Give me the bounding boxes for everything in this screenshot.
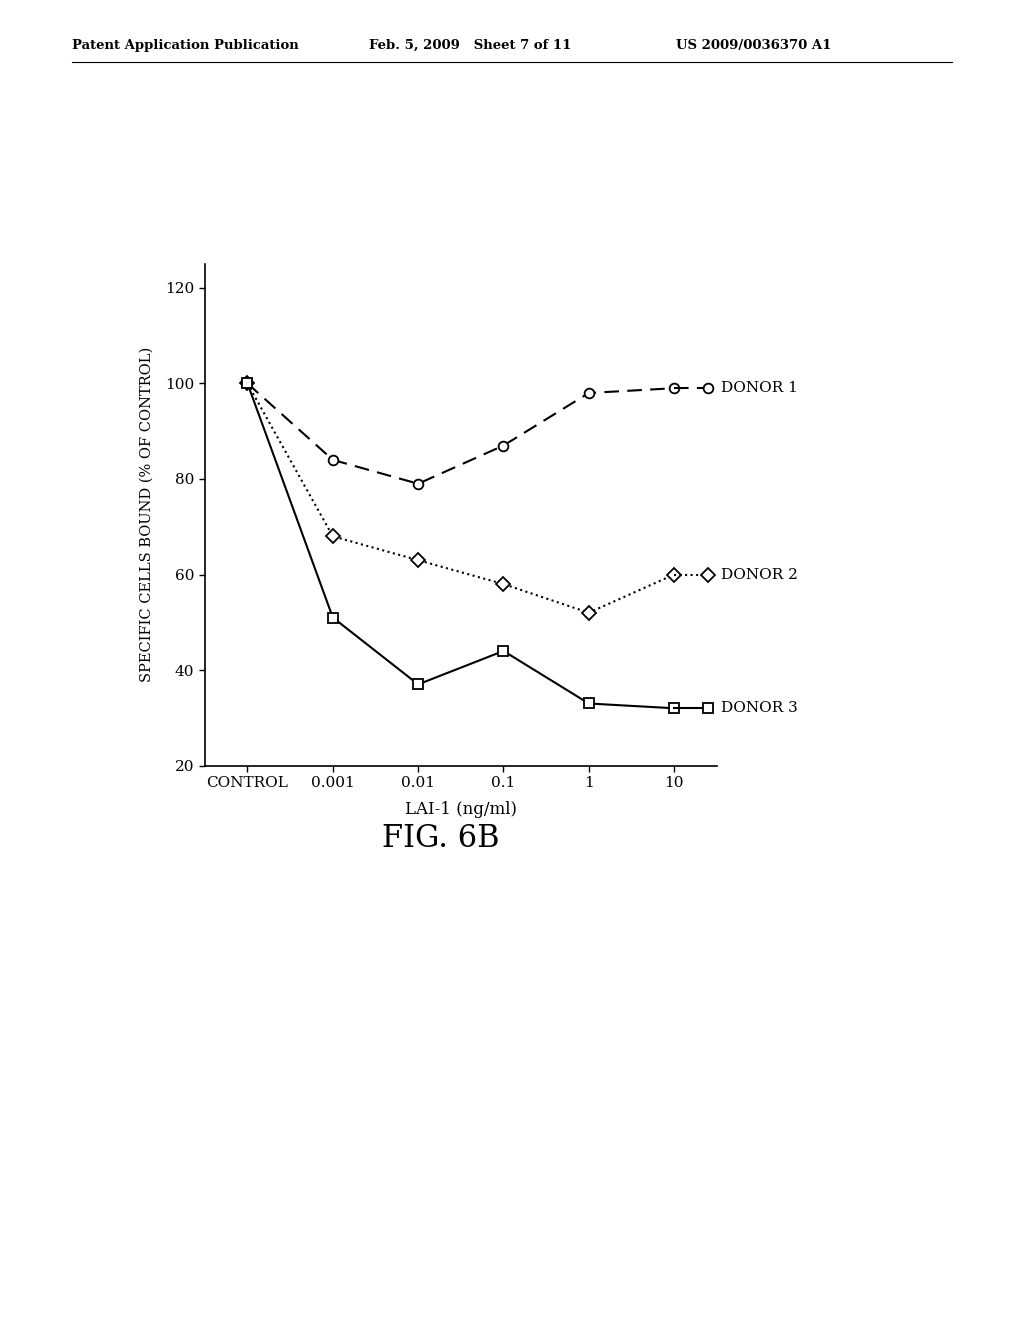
Text: US 2009/0036370 A1: US 2009/0036370 A1 [676,38,831,51]
Y-axis label: SPECIFIC CELLS BOUND (% OF CONTROL): SPECIFIC CELLS BOUND (% OF CONTROL) [140,347,154,682]
X-axis label: LAI-1 (ng/ml): LAI-1 (ng/ml) [404,801,517,818]
Text: Patent Application Publication: Patent Application Publication [72,38,298,51]
Text: FIG. 6B: FIG. 6B [382,822,499,854]
Text: DONOR 3: DONOR 3 [721,701,798,715]
Text: DONOR 1: DONOR 1 [721,381,798,395]
Text: Feb. 5, 2009   Sheet 7 of 11: Feb. 5, 2009 Sheet 7 of 11 [369,38,571,51]
Text: DONOR 2: DONOR 2 [721,568,798,582]
